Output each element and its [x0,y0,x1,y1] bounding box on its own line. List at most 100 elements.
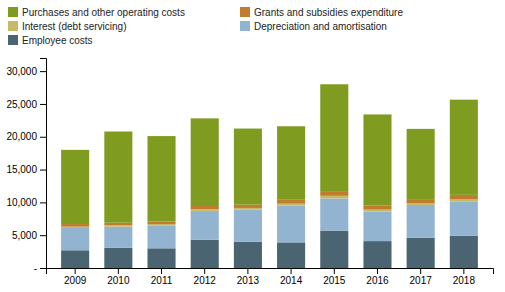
legend-swatch [240,7,250,17]
y-tick-mark [40,71,46,72]
bar-segment [191,209,219,211]
x-tick-mark [420,268,421,274]
y-tick-label: 20,000 [6,131,37,142]
x-tick: 2017 [410,268,433,286]
bar-segment [104,223,132,226]
y-tick: 30,000 [6,66,46,77]
bar-segment [450,202,478,236]
x-tick-label: 2017 [410,275,433,286]
y-tick-label: 5,000 [12,230,37,241]
bar-segment [320,198,348,230]
bar-segment [450,195,478,200]
x-tick-mark [334,268,335,274]
bar-segment [320,196,348,199]
legend-item: Purchases and other operating costs [8,7,185,18]
bar-segment [363,210,391,212]
y-tick: - [34,263,46,274]
bar-segment [363,114,391,205]
x-tick-label: 2011 [151,275,173,286]
x-tick: 2018 [453,268,476,286]
bar-segment [147,221,175,224]
bar-segment [191,206,219,209]
y-tick: 5,000 [12,230,46,241]
x-tick: 2015 [323,268,346,286]
bar-segment [147,136,175,221]
bar-segment [191,211,219,240]
bar-segment [450,100,478,195]
bar-segment [363,212,391,242]
x-axis-line [47,269,494,275]
bars [61,84,478,268]
bar-segment [104,248,132,268]
bar-segment [234,210,262,242]
x-tick-mark [118,268,119,274]
x-tick: 2009 [64,268,87,286]
bar-segment [407,129,435,199]
x-tick-label: 2012 [194,275,217,286]
x-tick: 2014 [280,268,303,286]
bar-segment [147,224,175,225]
y-tick-mark [40,170,46,171]
bar-segment [104,227,132,248]
x-tick: 2011 [151,268,173,286]
x-tick: 2013 [237,268,260,286]
x-tick-label: 2009 [64,275,87,286]
y-tick: 20,000 [6,131,46,142]
legend: Purchases and other operating costs Grant… [8,7,403,46]
bar-segment [234,208,262,210]
y-tick-label: 25,000 [6,99,37,110]
bar-segment [363,241,391,268]
bar-segment [277,206,305,243]
bar-segment [407,199,435,203]
bar-segment [320,84,348,192]
bar-segment [104,225,132,226]
bar-segment [234,205,262,208]
bar-segment [61,227,89,228]
y-tick: 25,000 [6,99,46,110]
bar-segment [320,192,348,196]
y-tick-label: 15,000 [6,164,37,175]
y-tick-label: - [34,263,37,274]
series [61,84,478,224]
chart: 2009 2010 2011 2012 2013 2014 2015 2016 2017 2018… [0,0,505,292]
bar-segment [61,224,89,227]
x-tick-mark [161,268,162,274]
legend-label: Grants and subsidies expenditure [254,7,403,18]
y-tick: 15,000 [6,164,46,175]
x-tick-label: 2018 [453,275,476,286]
legend-label: Employee costs [22,35,93,46]
x-tick-mark [204,268,205,274]
x-tick: 2010 [107,268,130,286]
bar-segment [320,231,348,268]
bar-segment [104,132,132,223]
y-tick-mark [40,268,46,269]
x-axis: 2009 2010 2011 2012 2013 2014 2015 2016 2017 2018 [47,268,494,286]
legend-swatch [8,21,18,31]
bar-segment [407,205,435,238]
bar-segment [277,126,305,200]
bar-segment [450,236,478,268]
bar-segment [191,118,219,206]
x-tick-mark [377,268,378,274]
bar-segment [234,242,262,268]
bar-segment [61,150,89,224]
bar-segment [277,204,305,206]
legend-swatch [8,35,18,45]
legend-item: Grants and subsidies expenditure [240,7,403,18]
x-tick-mark [463,268,464,274]
x-tick-mark [291,268,292,274]
y-axis-line [40,59,47,269]
legend-label: Depreciation and amortisation [254,21,387,32]
bar-segment [234,129,262,205]
y-tick-mark [40,137,46,138]
bar-segment [147,248,175,268]
y-tick: 10,000 [6,197,46,208]
legend-swatch [240,21,250,31]
y-axis: - 5,000 10,000 15,000 20,000 25,000 30,000 [6,59,46,274]
bar-segment [61,250,89,268]
bar-segment [407,238,435,268]
bar-segment [147,225,175,248]
legend-item: Depreciation and amortisation [240,21,387,32]
x-tick: 2016 [366,268,389,286]
x-tick-label: 2015 [323,275,346,286]
